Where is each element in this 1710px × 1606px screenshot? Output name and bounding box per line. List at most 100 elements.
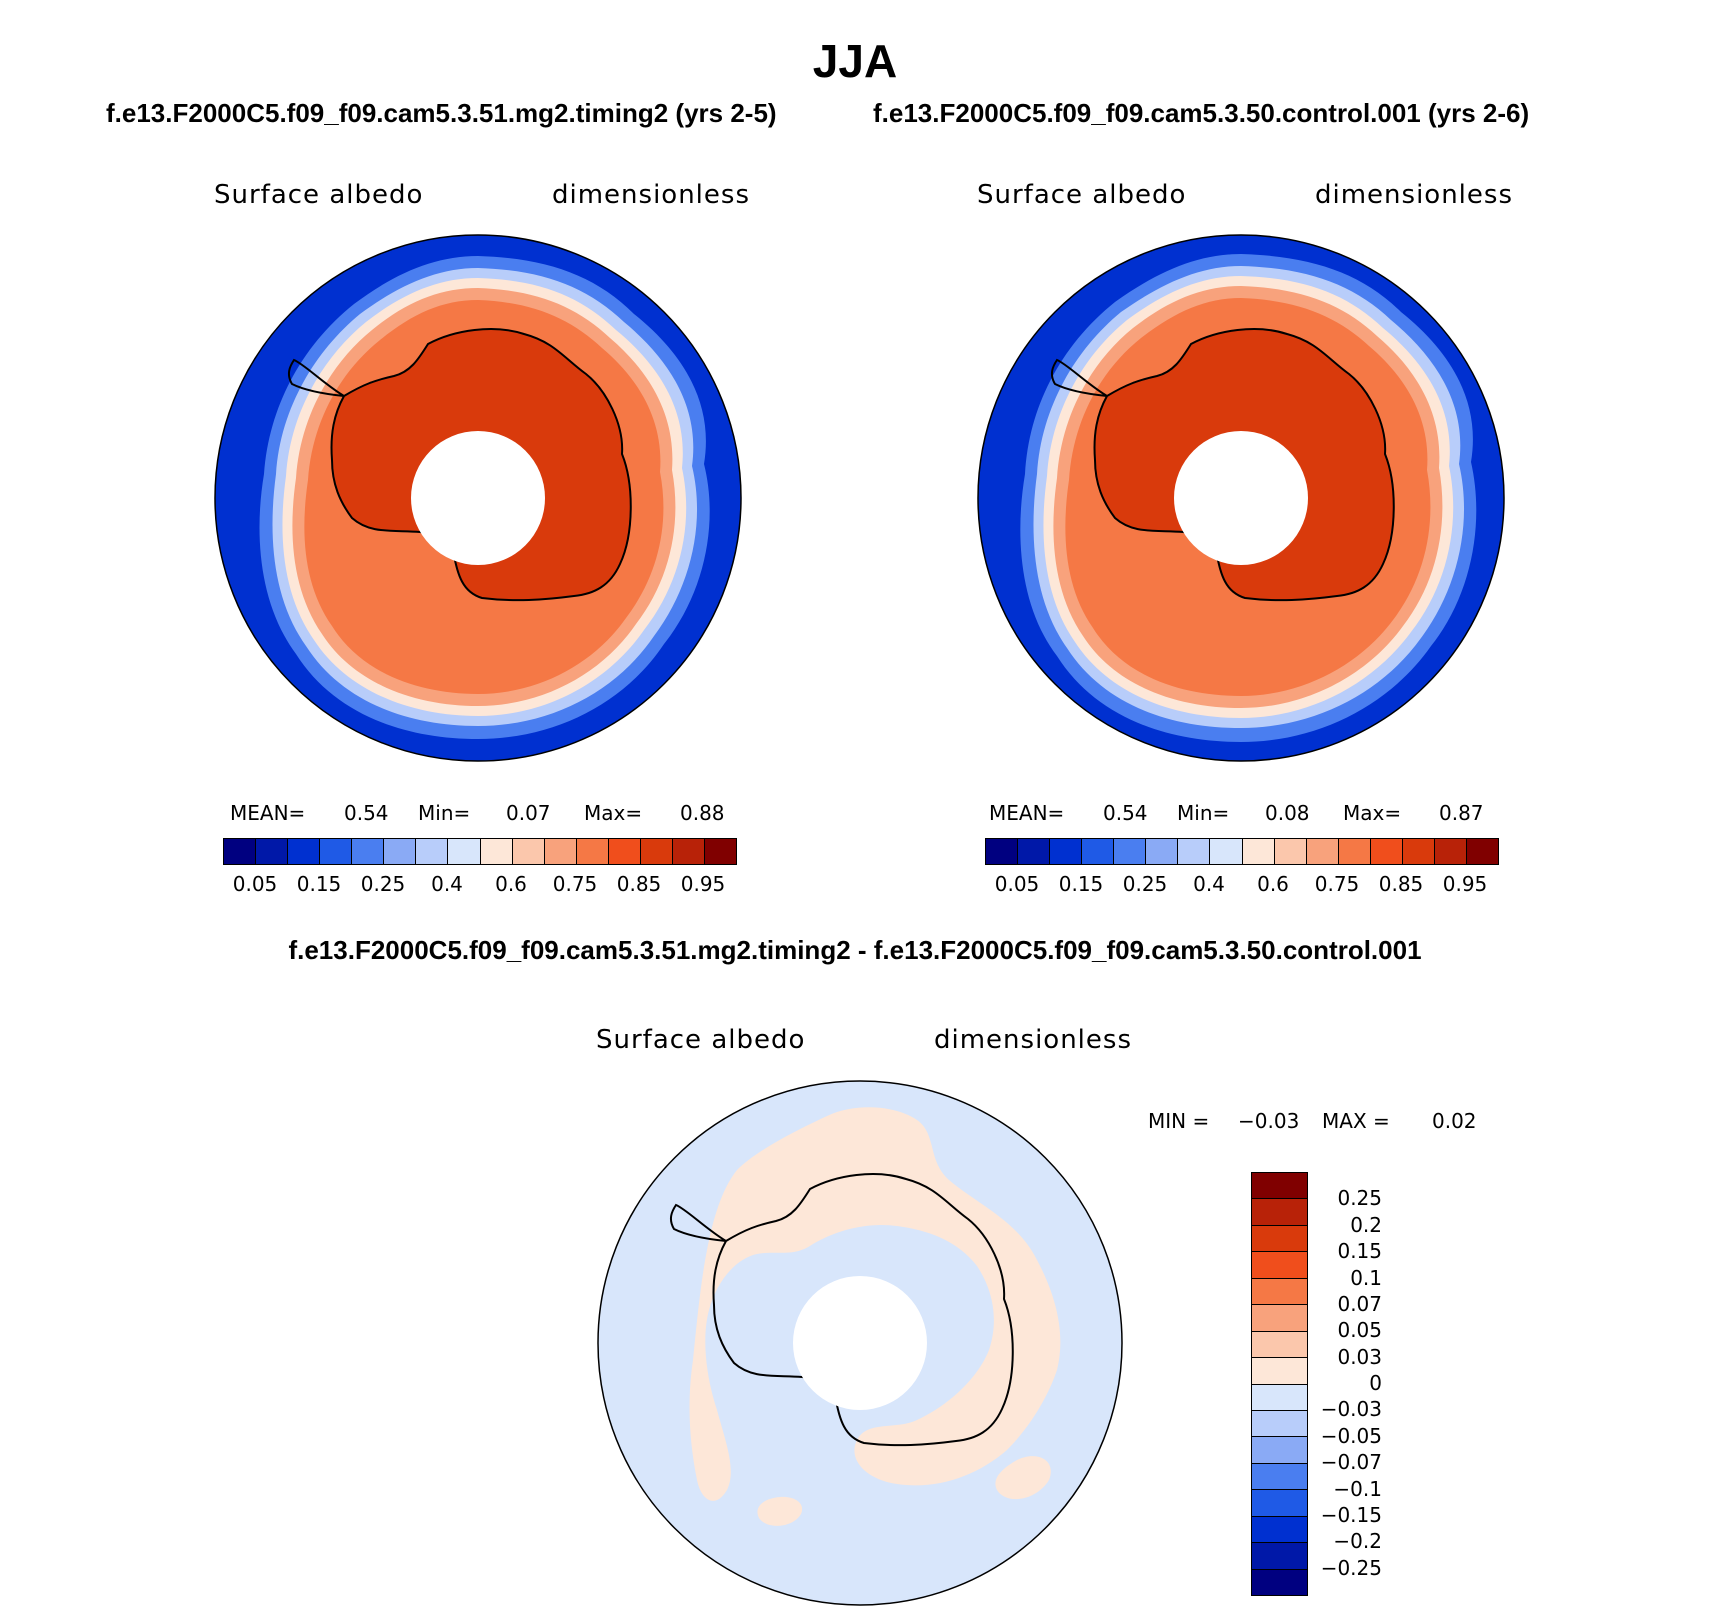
colorbar-swatch: [1252, 1173, 1307, 1200]
near-zero-positive-band: [689, 1107, 1061, 1501]
left-min-label: Min=: [418, 801, 471, 825]
right-max-label: Max=: [1343, 801, 1402, 825]
colorbar-tick-label: −0.07: [1320, 1450, 1382, 1475]
colorbar-swatch: [1252, 1543, 1307, 1570]
colorbar-swatch: [1082, 839, 1115, 864]
right-units-label: dimensionless: [1315, 180, 1513, 210]
diff-units-label: dimensionless: [934, 1025, 1132, 1055]
colorbar-tick-label: 0.6: [1257, 872, 1289, 896]
colorbar-tick-label: 0: [1369, 1371, 1382, 1395]
right-mean-label: MEAN=: [989, 801, 1065, 825]
colorbar-swatch: [1252, 1490, 1307, 1517]
colorbar-tick-label: −0.03: [1320, 1397, 1382, 1422]
right-max-value: 0.87: [1439, 801, 1484, 825]
colorbar-swatch: [224, 839, 257, 864]
colorbar-swatch: [1252, 1225, 1307, 1253]
pole-hole: [1174, 431, 1308, 565]
difference-title: f.e13.F2000C5.f09_f09.cam5.3.51.mg2.timi…: [288, 935, 1422, 965]
colorbar-swatch: [288, 839, 321, 864]
colorbar-tick-label: 0.85: [1378, 872, 1424, 896]
colorbar-swatch: [1114, 839, 1147, 864]
right-polar-map: [977, 234, 1505, 762]
colorbar-swatch: [576, 839, 609, 864]
colorbar-swatch: [1242, 839, 1275, 864]
right-colorbar: [985, 838, 1499, 865]
left-max-label: Max=: [584, 801, 643, 825]
colorbar-tick-label: 0.1: [1350, 1265, 1382, 1290]
colorbar-tick-label: 0.75: [1314, 872, 1360, 896]
diff-min-value: −0.03: [1238, 1109, 1300, 1133]
colorbar-tick-label: 0.07: [1337, 1291, 1382, 1316]
pole-hole: [793, 1276, 927, 1410]
diff-min-label: MIN =: [1148, 1109, 1210, 1133]
colorbar-swatch: [1178, 839, 1211, 864]
colorbar-swatch: [1252, 1516, 1307, 1544]
left-units-label: dimensionless: [552, 180, 750, 210]
page-title: JJA: [812, 35, 898, 87]
diff-variable-label: Surface albedo: [596, 1025, 806, 1055]
right-variable-label: Surface albedo: [977, 180, 1187, 210]
colorbar-swatch: [544, 839, 577, 864]
colorbar-swatch: [608, 839, 641, 864]
colorbar-swatch: [480, 839, 513, 864]
colorbar-swatch: [1274, 839, 1307, 864]
colorbar-tick-label: −0.15: [1320, 1502, 1382, 1527]
colorbar-swatch: [1252, 1358, 1307, 1385]
colorbar-tick-label: 0.25: [1337, 1186, 1382, 1211]
colorbar-tick-label: 0.05: [994, 872, 1040, 896]
colorbar-tick-label: 0.03: [1337, 1344, 1382, 1369]
colorbar-swatch: [1306, 839, 1339, 864]
right-mean-value: 0.54: [1103, 801, 1148, 825]
colorbar-tick-label: 0.15: [296, 872, 342, 896]
colorbar-swatch: [1018, 839, 1051, 864]
diff-max-value: 0.02: [1432, 1109, 1477, 1133]
right-colorbar-labels: 0.05 0.15 0.25 0.4 0.6 0.75 0.85 0.95: [985, 872, 1497, 896]
colorbar-tick-label: 0.95: [1442, 872, 1488, 896]
colorbar-swatch: [1402, 839, 1435, 864]
left-mean-value: 0.54: [344, 801, 389, 825]
diff-max-label: MAX =: [1322, 1109, 1390, 1133]
colorbar-swatch: [986, 839, 1019, 864]
difference-colorbar: [1251, 1172, 1308, 1596]
colorbar-swatch: [416, 839, 449, 864]
colorbar-tick-label: 0.15: [1337, 1239, 1382, 1264]
left-variable-label: Surface albedo: [214, 180, 424, 210]
colorbar-tick-label: −0.1: [1333, 1476, 1382, 1501]
left-colorbar-labels: 0.05 0.15 0.25 0.4 0.6 0.75 0.85 0.95: [223, 872, 735, 896]
colorbar-tick-label: 0.25: [1122, 872, 1168, 896]
left-max-value: 0.88: [680, 801, 725, 825]
colorbar-swatch: [1146, 839, 1179, 864]
colorbar-tick-label: 0.6: [495, 872, 527, 896]
colorbar-swatch: [1252, 1199, 1307, 1226]
colorbar-tick-label: −0.25: [1320, 1555, 1382, 1580]
colorbar-swatch: [384, 839, 417, 864]
left-min-value: 0.07: [506, 801, 551, 825]
colorbar-swatch: [1252, 1569, 1307, 1595]
colorbar-swatch: [1370, 839, 1403, 864]
colorbar-tick-label: 0.05: [1337, 1318, 1382, 1343]
pole-hole: [411, 431, 545, 565]
colorbar-tick-label: 0.15: [1058, 872, 1104, 896]
colorbar-swatch: [704, 839, 736, 864]
colorbar-tick-label: 0.4: [431, 872, 463, 896]
colorbar-swatch: [672, 839, 705, 864]
colorbar-swatch: [1252, 1305, 1307, 1332]
colorbar-swatch: [512, 839, 545, 864]
colorbar-swatch: [1252, 1278, 1307, 1306]
colorbar-tick-label: 0.25: [360, 872, 406, 896]
colorbar-swatch: [1252, 1384, 1307, 1411]
colorbar-swatch: [1210, 839, 1243, 864]
left-mean-label: MEAN=: [230, 801, 306, 825]
colorbar-swatch: [320, 839, 353, 864]
colorbar-tick-label: 0.85: [616, 872, 662, 896]
colorbar-swatch: [640, 839, 673, 864]
difference-polar-map: [597, 1080, 1123, 1606]
colorbar-swatch: [1434, 839, 1467, 864]
colorbar-tick-label: 0.2: [1350, 1212, 1382, 1237]
colorbar-swatch: [256, 839, 289, 864]
colorbar-swatch: [352, 839, 385, 864]
colorbar-swatch: [448, 839, 481, 864]
colorbar-swatch: [1338, 839, 1371, 864]
colorbar-tick-label: 0.95: [680, 872, 726, 896]
colorbar-swatch: [1252, 1331, 1307, 1359]
